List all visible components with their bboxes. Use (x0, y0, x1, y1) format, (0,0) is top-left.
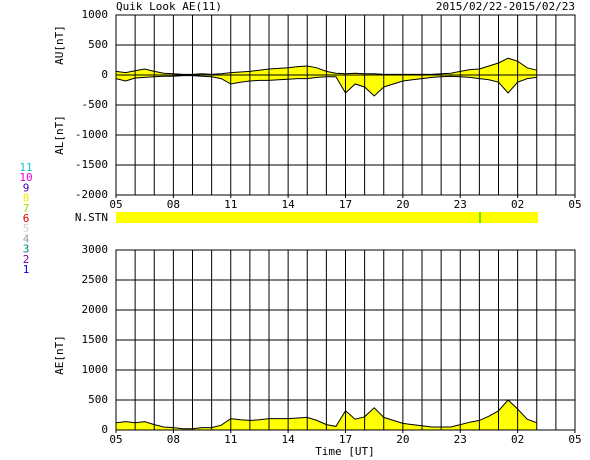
x-tick-label: 14 (282, 198, 296, 211)
station-level: 11 (19, 161, 32, 174)
y-tick-label: 1000 (82, 363, 109, 376)
station-level: 7 (23, 202, 30, 215)
y-tick-label: -1500 (75, 158, 108, 171)
x-tick-label: 05 (568, 198, 581, 211)
plot-frame (115, 14, 576, 196)
x-tick-label: 02 (511, 198, 524, 211)
station-level: 4 (23, 232, 30, 245)
station-level: 5 (23, 222, 30, 235)
x-tick-label: 11 (224, 433, 237, 446)
y-tick-label: 500 (88, 38, 108, 51)
y-tick-label: 2000 (82, 303, 109, 316)
y-tick-label: -2000 (75, 188, 108, 201)
x-tick-label: 05 (109, 433, 122, 446)
area-fill (116, 400, 537, 430)
area-fill (116, 75, 537, 96)
x-tick-label: 11 (224, 198, 237, 211)
x-tick-label: 08 (167, 198, 180, 211)
x-tick-label: 17 (339, 433, 352, 446)
x-tick-label: 20 (396, 433, 409, 446)
y-tick-label: 2500 (82, 273, 109, 286)
station-level: 3 (23, 243, 30, 256)
station-level: 2 (23, 253, 30, 266)
y-axis-label: AU[nT] (53, 25, 66, 65)
station-level: 1 (23, 263, 30, 276)
y-tick-label: 500 (88, 393, 108, 406)
station-level: 8 (23, 192, 30, 205)
y-axis-label: AL[nT] (53, 115, 66, 155)
station-label: N.STN (75, 211, 108, 224)
y-tick-label: 0 (101, 423, 108, 436)
x-tick-label: 08 (167, 433, 180, 446)
x-axis-label: Time [UT] (315, 445, 375, 458)
x-tick-label: 23 (454, 433, 467, 446)
date-range: 2015/02/22-2015/02/23 (436, 0, 575, 13)
x-tick-label: 05 (109, 198, 122, 211)
y-tick-label: -1000 (75, 128, 108, 141)
x-tick-label: 05 (568, 433, 581, 446)
x-tick-label: 14 (282, 433, 296, 446)
y-tick-label: -500 (82, 98, 109, 111)
x-tick-label: 23 (454, 198, 467, 211)
station-level: 10 (19, 171, 32, 184)
y-tick-label: 1500 (82, 333, 109, 346)
y-axis-label: AE[nT] (53, 335, 66, 375)
x-tick-label: 17 (339, 198, 352, 211)
plot-frame (115, 249, 576, 431)
y-tick-label: 0 (101, 68, 108, 81)
chart-title: Quik Look AE(11) (116, 0, 222, 13)
station-level: 9 (23, 181, 30, 194)
station-level: 6 (23, 212, 30, 225)
y-tick-label: 1000 (82, 8, 109, 21)
y-tick-label: 3000 (82, 243, 109, 256)
x-tick-label: 20 (396, 198, 409, 211)
x-tick-label: 02 (511, 433, 524, 446)
station-bar (116, 212, 538, 223)
